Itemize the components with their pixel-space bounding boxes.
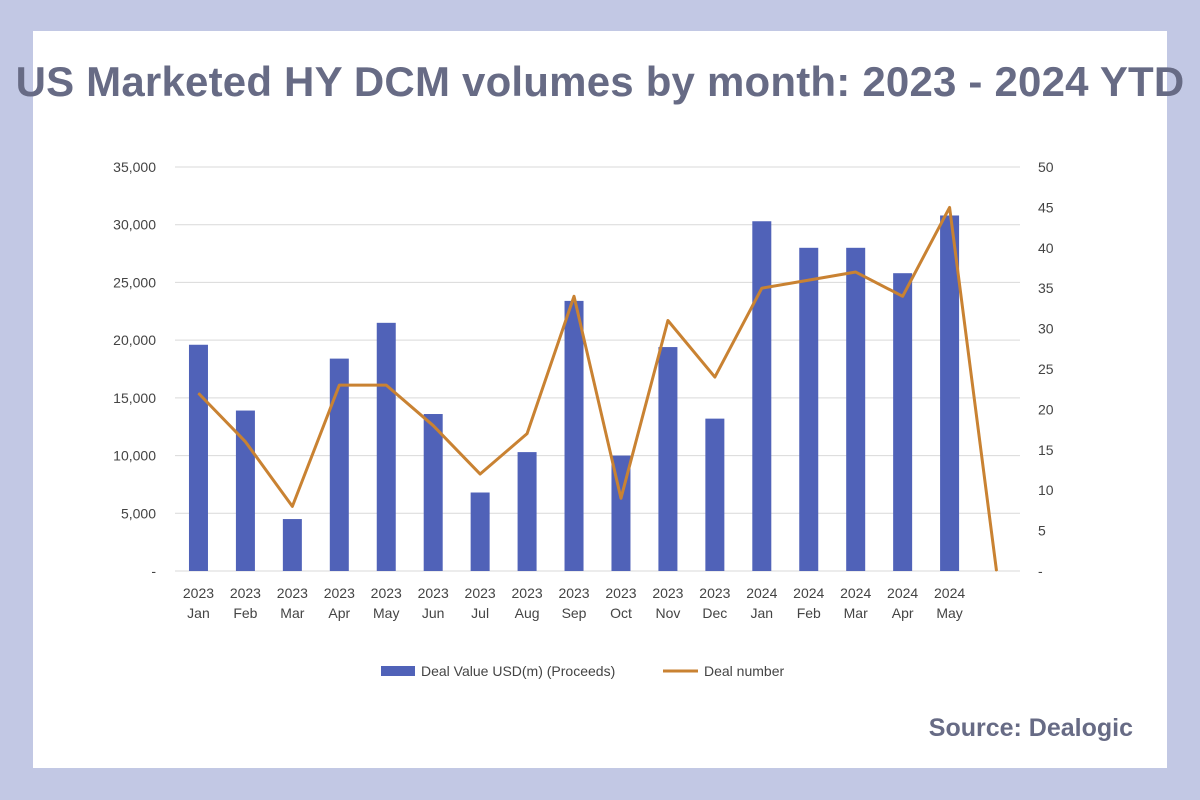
line-point: [526, 433, 528, 435]
x-tick-month: Dec: [702, 605, 727, 621]
x-tick-year: 2024: [934, 585, 965, 601]
bar: [329, 358, 349, 571]
x-tick-month: May: [936, 605, 962, 621]
x-tick-month: Jun: [422, 605, 445, 621]
y-right-tick-label: 15: [1038, 442, 1054, 458]
y-right-tick-label: 30: [1038, 321, 1054, 337]
bar: [423, 414, 443, 571]
x-tick-year: 2024: [746, 585, 777, 601]
line-point: [620, 497, 622, 499]
bar: [799, 247, 819, 572]
y-left-tick-label: -: [151, 563, 156, 579]
x-tick-month: Jul: [471, 605, 489, 621]
x-tick-month: Feb: [233, 605, 257, 621]
legend-swatch-bar: [381, 666, 415, 676]
line-point: [949, 206, 951, 208]
y-right-tick-label: 50: [1038, 159, 1054, 175]
y-right-tick-label: 20: [1038, 401, 1054, 417]
x-tick-month: Apr: [892, 605, 914, 621]
x-tick-month: Mar: [280, 605, 304, 621]
y-right-tick-label: 10: [1038, 482, 1054, 498]
x-tick-month: Oct: [610, 605, 632, 621]
x-tick-month: Feb: [797, 605, 821, 621]
x-tick-year: 2023: [699, 585, 730, 601]
legend-label-bar: Deal Value USD(m) (Proceeds): [421, 663, 615, 679]
x-tick-year: 2023: [558, 585, 589, 601]
line-point: [761, 287, 763, 289]
deal-number-line: [197, 205, 999, 572]
x-tick-year: 2023: [371, 585, 402, 601]
bar: [846, 247, 866, 572]
y-left-tick-label: 20,000: [113, 332, 156, 348]
x-tick-month: Mar: [844, 605, 868, 621]
bar: [470, 492, 490, 571]
chart-title: US Marketed HY DCM volumes by month: 202…: [15, 58, 1185, 105]
x-tick-year: 2023: [418, 585, 449, 601]
y-left-tick-label: 15,000: [113, 390, 156, 406]
source-label: Source: Dealogic: [928, 714, 1133, 742]
x-tick-month: Aug: [515, 605, 540, 621]
y-left-tick-label: 30,000: [113, 217, 156, 233]
x-tick-month: May: [373, 605, 399, 621]
x-tick-year: 2024: [887, 585, 918, 601]
bar: [940, 215, 960, 572]
x-tick-year: 2023: [230, 585, 261, 601]
line-point: [996, 570, 998, 572]
line-point: [714, 376, 716, 378]
line-point: [291, 505, 293, 507]
x-tick-year: 2023: [183, 585, 214, 601]
line-point: [667, 320, 669, 322]
x-tick-month: Apr: [328, 605, 350, 621]
line-point: [385, 384, 387, 386]
x-tick-month: Sep: [562, 605, 587, 621]
x-tick-year: 2023: [465, 585, 496, 601]
x-tick-year: 2023: [605, 585, 636, 601]
y-left-tick-label: 25,000: [113, 274, 156, 290]
line-point: [808, 279, 810, 281]
x-tick-year: 2024: [840, 585, 871, 601]
y-left-tick-label: 10,000: [113, 448, 156, 464]
line-point: [432, 425, 434, 427]
bar: [564, 300, 584, 571]
line-point: [479, 473, 481, 475]
x-tick-year: 2023: [277, 585, 308, 601]
bar: [188, 344, 208, 571]
bar: [658, 347, 678, 571]
y-left-tick-label: 35,000: [113, 159, 156, 175]
y-right-tick-label: 25: [1038, 361, 1054, 377]
x-tick-year: 2023: [324, 585, 355, 601]
bar: [705, 418, 725, 571]
line-point: [244, 441, 246, 443]
x-tick-month: Nov: [655, 605, 680, 621]
y-right-tick-label: 35: [1038, 280, 1054, 296]
line-point: [855, 271, 857, 273]
y-right-tick-label: 40: [1038, 240, 1054, 256]
line-point: [338, 384, 340, 386]
chart-panel: [33, 31, 1167, 768]
y-right-tick-label: 5: [1038, 523, 1046, 539]
x-tick-month: Jan: [751, 605, 774, 621]
bar: [893, 273, 913, 571]
y-right-tick-label: -: [1038, 563, 1043, 579]
y-right-tick-label: 45: [1038, 199, 1054, 215]
line-point: [573, 295, 575, 297]
x-tick-year: 2023: [512, 585, 543, 601]
bar: [282, 519, 302, 571]
x-tick-month: Jan: [187, 605, 210, 621]
bar: [752, 221, 772, 571]
y-left-tick-label: 5,000: [121, 505, 156, 521]
bar: [376, 322, 396, 571]
line-point: [197, 392, 199, 394]
bar: [517, 452, 537, 571]
legend-label-line: Deal number: [704, 663, 784, 679]
x-tick-year: 2023: [652, 585, 683, 601]
line-point: [902, 295, 904, 297]
x-tick-year: 2024: [793, 585, 824, 601]
